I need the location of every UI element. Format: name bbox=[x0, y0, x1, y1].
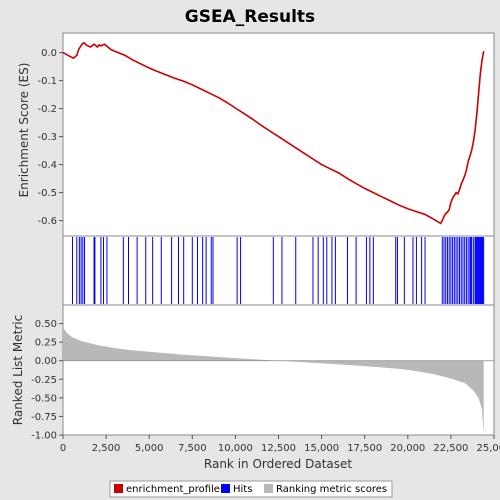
legend-label-ranking: Ranking metric scores bbox=[276, 484, 387, 495]
x-tick-label: 2,500 bbox=[92, 443, 121, 454]
es-ytick-label: -0.4 bbox=[37, 160, 57, 171]
x-tick-label: 0 bbox=[60, 443, 66, 454]
x-tick-label: 25,000 bbox=[477, 443, 500, 454]
hits-panel bbox=[62, 235, 495, 306]
rank-ytick-label: -0.75 bbox=[31, 412, 57, 423]
es-ytick-label: -0.6 bbox=[37, 216, 57, 227]
x-axis-label: Rank in Ordered Dataset bbox=[204, 457, 352, 471]
es-ytick-label: -0.3 bbox=[37, 132, 57, 143]
es-ytick-label: -0.2 bbox=[37, 104, 57, 115]
rank-ytick-label: -0.50 bbox=[31, 393, 57, 404]
es-ylabel: Enrichment Score (ES) bbox=[17, 63, 31, 198]
es-ytick-label: -0.1 bbox=[37, 76, 57, 87]
x-tick-label: 5,000 bbox=[135, 443, 164, 454]
rank-ytick-label: 0.50 bbox=[35, 319, 57, 330]
legend: enrichment_profile Hits Ranking metric s… bbox=[109, 480, 393, 498]
rank-ytick-label: 0.25 bbox=[35, 338, 57, 349]
x-tick-label: 15,000 bbox=[304, 443, 339, 454]
rank-ylabel: Ranked List Metric bbox=[11, 315, 25, 425]
x-tick-label: 22,500 bbox=[433, 443, 468, 454]
enrichment-profile-line bbox=[62, 41, 485, 225]
x-tick-label: 7,500 bbox=[178, 443, 207, 454]
rank-ytick-label: -1.00 bbox=[31, 431, 57, 442]
x-tick-label: 12,500 bbox=[261, 443, 296, 454]
x-tick-label: 20,000 bbox=[390, 443, 425, 454]
legend-box bbox=[109, 480, 393, 498]
es-ytick-label: -0.5 bbox=[37, 188, 57, 199]
rank-ytick-label: 0.00 bbox=[35, 356, 57, 367]
x-tick-label: 17,500 bbox=[347, 443, 382, 454]
chart-title: GSEA_Results bbox=[185, 7, 315, 27]
rank-ytick-label: -0.25 bbox=[31, 375, 57, 386]
es-ytick-label: 0.0 bbox=[41, 48, 57, 59]
ranking-metric-area bbox=[63, 327, 484, 434]
legend-label-hits: Hits bbox=[233, 484, 252, 495]
legend-swatch-ranking bbox=[264, 484, 273, 493]
x-tick-label: 10,000 bbox=[218, 443, 253, 454]
legend-swatch-hits bbox=[221, 484, 230, 493]
legend-label-enrichment: enrichment_profile bbox=[126, 484, 220, 495]
legend-swatch-enrichment bbox=[114, 484, 123, 493]
enrichment-panel bbox=[62, 32, 495, 237]
